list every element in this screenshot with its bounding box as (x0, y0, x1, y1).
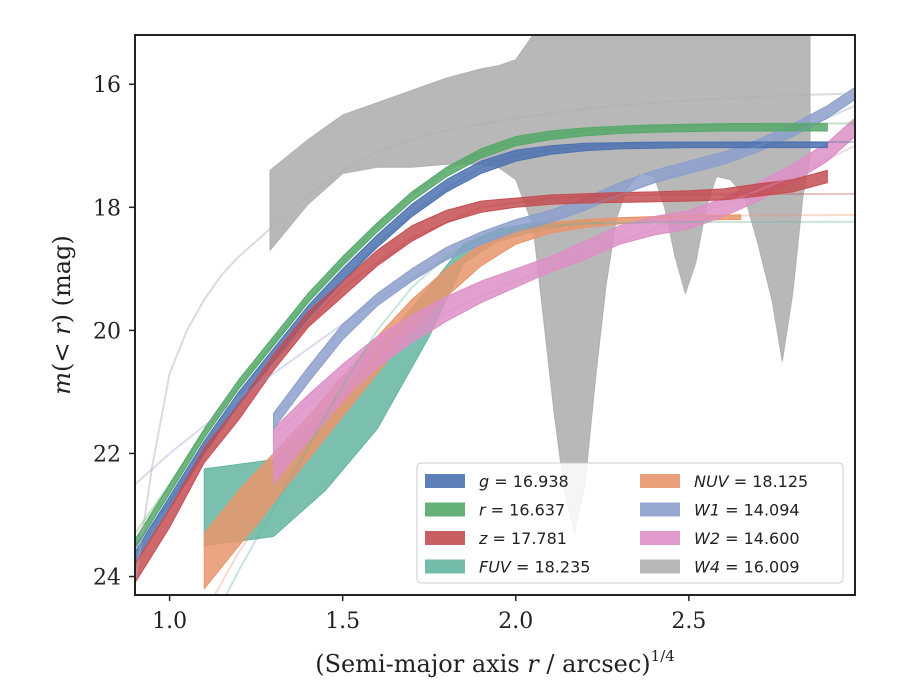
band-w2 (272, 117, 855, 485)
uncertainty-bands (135, 35, 855, 590)
legend-label-r: r = 16.637 (479, 501, 565, 520)
x-axis-label-var: r (527, 650, 540, 678)
x-tick-label: 2.0 (498, 609, 533, 634)
legend-frame (416, 462, 844, 584)
legend-label-w4: W4 = 16.009 (694, 558, 800, 577)
y-tick-label: 20 (93, 319, 121, 344)
legend-swatch-w1 (640, 502, 680, 517)
y-tick-label: 24 (93, 566, 121, 591)
legend-swatch-fuv (425, 559, 465, 574)
y-tick-label: 18 (93, 196, 121, 221)
legend-var-nuv: NUV (694, 472, 730, 491)
legend-label-z: z = 17.781 (478, 529, 567, 548)
plot-frame (134, 34, 856, 596)
legend-value-z: = 17.781 (487, 529, 567, 548)
band-nuv (203, 214, 742, 590)
legend-value-w4: = 16.009 (720, 558, 800, 577)
legend-swatch-r (425, 502, 465, 517)
x-axis-label: (Semi-major axis r / arcsec)1/4 (315, 647, 675, 678)
model-curve-r (135, 122, 855, 535)
y-axis-label-r: r (48, 322, 76, 335)
model-curve-g (135, 140, 855, 547)
y-axis-label-unit: ) (mag) (48, 235, 76, 323)
y-axis-ticks: 16 18 20 22 24 (93, 73, 135, 591)
y-tick-label: 22 (93, 442, 121, 467)
legend-var-g: g (479, 472, 489, 491)
legend-swatch-g (425, 474, 465, 488)
legend-label-w1: W1 = 14.094 (694, 501, 800, 520)
y-axis-label-m: m (48, 372, 76, 395)
legend-var-w1: W1 (694, 501, 720, 520)
model-curve-fuv (225, 220, 855, 595)
model-curves (135, 92, 855, 595)
model-curve-nuv (213, 214, 855, 595)
legend-value-g: = 16.938 (489, 472, 569, 491)
legend-var-r: r (479, 501, 487, 520)
y-tick-label: 16 (93, 73, 121, 98)
legend-var-fuv: FUV (479, 558, 512, 577)
x-axis-label-exponent: 1/4 (651, 647, 675, 665)
legend-swatch-w2 (640, 531, 680, 545)
x-axis-label-part1: (Semi-major axis (315, 650, 527, 678)
legend-swatch-w4 (640, 559, 680, 574)
legend-var-w2: W2 (694, 529, 720, 548)
x-axis-label-part2: / arcsec) (539, 650, 651, 678)
legend-value-nuv: = 18.125 (729, 472, 809, 491)
x-tick-label: 1.5 (325, 609, 360, 634)
band-r (135, 123, 828, 550)
legend-value-r: = 16.637 (486, 501, 566, 520)
y-axis-label-lt: (< (48, 335, 76, 372)
plot-area (135, 35, 855, 595)
legend-label-g: g = 16.938 (479, 472, 569, 491)
x-tick-label: 1.0 (152, 609, 187, 634)
legend-value-w2: = 14.600 (720, 529, 800, 548)
x-tick-label: 2.5 (671, 609, 706, 634)
band-w1 (272, 86, 855, 430)
legend-label-nuv: NUV = 18.125 (694, 472, 808, 491)
model-curve-w2 (272, 144, 855, 436)
legend-swatch-z (425, 531, 465, 545)
legend-value-w1: = 14.094 (720, 501, 800, 520)
y-axis-label: m(< r) (mag) (48, 235, 76, 395)
model-curve-w1 (135, 104, 855, 485)
legend-var-w4: W4 (694, 558, 720, 577)
band-z (135, 169, 828, 584)
legend-label-w2: W2 = 14.600 (694, 529, 800, 548)
model-curve-z (135, 192, 855, 565)
legend-swatch-nuv (640, 474, 680, 488)
x-axis-ticks: 1.0 1.5 2.0 2.5 (152, 595, 706, 634)
legend-var-z: z (478, 529, 488, 548)
model-curve-w4 (135, 92, 855, 583)
legend-label-fuv: FUV = 18.235 (479, 558, 590, 577)
legend-value-fuv: = 18.235 (511, 558, 591, 577)
